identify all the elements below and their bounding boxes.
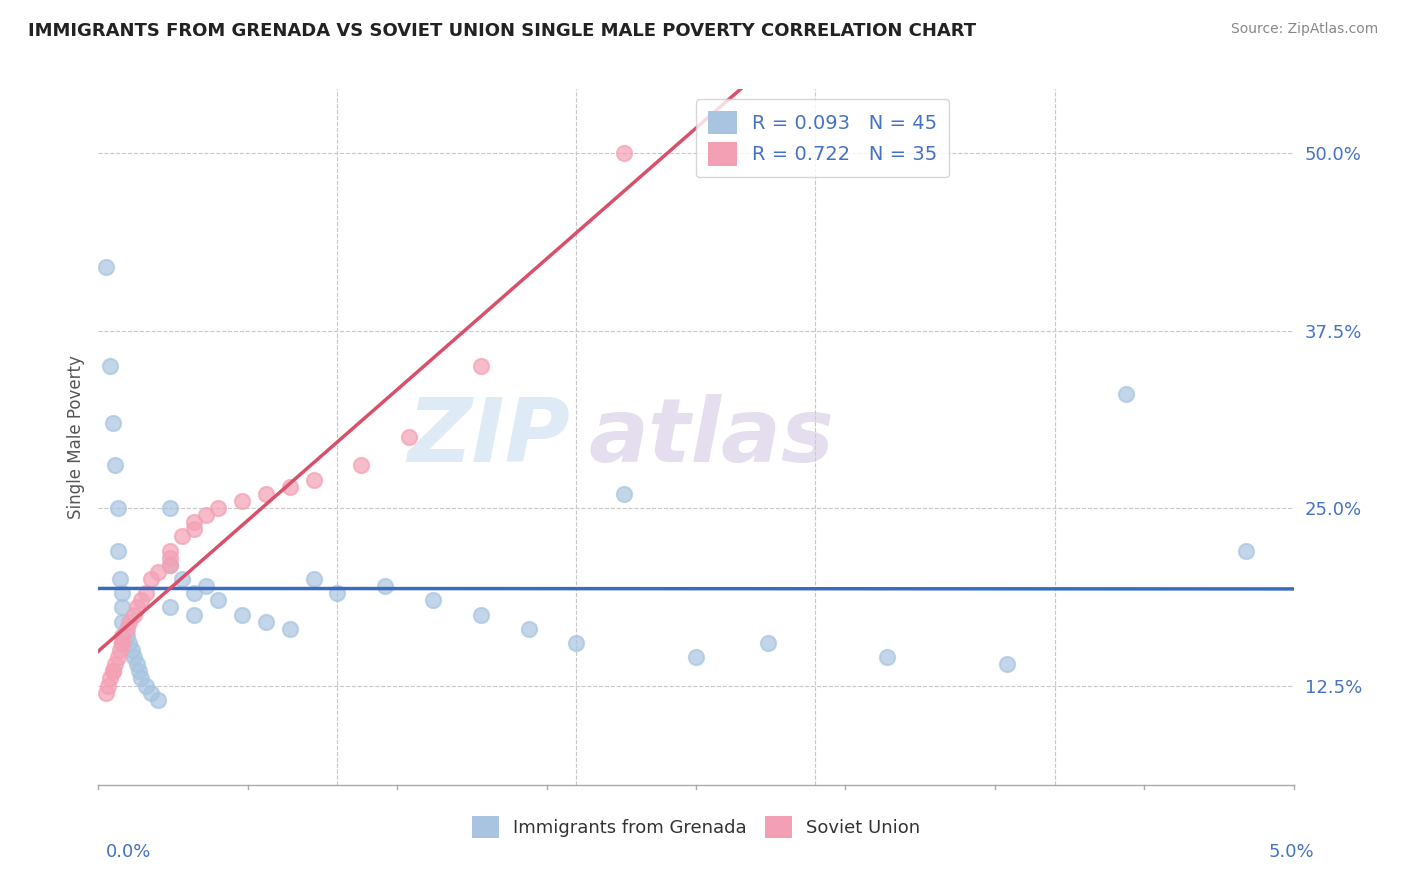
Point — [111, 629, 134, 643]
Point — [172, 529, 194, 543]
Point — [139, 572, 162, 586]
Point — [107, 650, 129, 665]
Point — [101, 665, 124, 679]
Point — [565, 636, 588, 650]
Point — [128, 665, 150, 679]
Point — [374, 579, 396, 593]
Point — [278, 622, 301, 636]
Point — [207, 593, 229, 607]
Point — [124, 607, 146, 622]
Point — [756, 636, 779, 650]
Point — [118, 636, 141, 650]
Point — [121, 643, 143, 657]
Point — [159, 558, 181, 572]
Point — [302, 572, 325, 586]
Point — [159, 558, 181, 572]
Point — [231, 494, 253, 508]
Point — [135, 586, 157, 600]
Point — [326, 586, 349, 600]
Point — [104, 657, 127, 672]
Point — [183, 516, 205, 530]
Text: ZIP: ZIP — [408, 393, 571, 481]
Point — [131, 593, 153, 607]
Point — [131, 672, 153, 686]
Point — [98, 359, 122, 373]
Point — [685, 650, 707, 665]
Point — [195, 579, 218, 593]
Point — [183, 607, 205, 622]
Point — [111, 615, 134, 629]
Point — [278, 480, 301, 494]
Point — [104, 458, 127, 473]
Point — [350, 458, 373, 473]
Point — [159, 501, 181, 516]
Point — [125, 657, 148, 672]
Point — [139, 686, 162, 700]
Text: IMMIGRANTS FROM GRENADA VS SOVIET UNION SINGLE MALE POVERTY CORRELATION CHART: IMMIGRANTS FROM GRENADA VS SOVIET UNION … — [28, 22, 976, 40]
Point — [94, 260, 117, 274]
Point — [254, 487, 277, 501]
Point — [159, 600, 181, 615]
Point — [98, 672, 122, 686]
Point — [398, 430, 420, 444]
Point — [94, 686, 117, 700]
Point — [159, 543, 181, 558]
Point — [183, 522, 205, 536]
Point — [876, 650, 898, 665]
Point — [231, 607, 253, 622]
Point — [97, 679, 120, 693]
Point — [111, 600, 134, 615]
Point — [135, 679, 157, 693]
Point — [172, 572, 194, 586]
Point — [422, 593, 444, 607]
Point — [254, 615, 277, 629]
Point — [183, 586, 205, 600]
Point — [148, 565, 170, 579]
Point — [108, 572, 131, 586]
Point — [613, 487, 636, 501]
Point — [115, 622, 138, 636]
Point — [148, 692, 170, 706]
Point — [101, 416, 124, 430]
Point — [111, 586, 134, 600]
Point — [111, 636, 134, 650]
Point — [470, 359, 492, 373]
Text: 5.0%: 5.0% — [1270, 843, 1315, 861]
Point — [1234, 543, 1257, 558]
Point — [115, 629, 138, 643]
Text: atlas: atlas — [589, 393, 834, 481]
Point — [118, 615, 141, 629]
Text: Source: ZipAtlas.com: Source: ZipAtlas.com — [1230, 22, 1378, 37]
Point — [470, 607, 492, 622]
Point — [613, 146, 636, 161]
Point — [124, 650, 146, 665]
Point — [107, 501, 129, 516]
Point — [159, 550, 181, 565]
Point — [995, 657, 1018, 672]
Text: 0.0%: 0.0% — [105, 843, 150, 861]
Point — [101, 665, 124, 679]
Point — [108, 643, 131, 657]
Point — [207, 501, 229, 516]
Point — [1115, 387, 1137, 401]
Point — [125, 600, 148, 615]
Y-axis label: Single Male Poverty: Single Male Poverty — [66, 355, 84, 519]
Point — [107, 543, 129, 558]
Point — [195, 508, 218, 523]
Point — [302, 473, 325, 487]
Point — [517, 622, 540, 636]
Point — [111, 636, 134, 650]
Legend: Immigrants from Grenada, Soviet Union: Immigrants from Grenada, Soviet Union — [464, 809, 928, 846]
